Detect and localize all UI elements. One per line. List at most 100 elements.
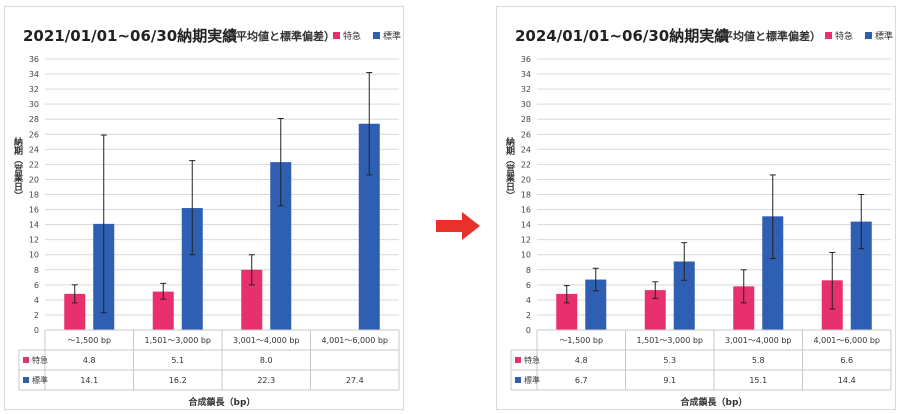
chart-subtitle: （平均値と標準偏差） — [711, 29, 821, 43]
x-tick-label: 〜1,500 bp — [559, 336, 603, 345]
y-tick-label: 18 — [29, 191, 39, 200]
table-cell-value: 5.8 — [752, 356, 765, 365]
legend-swatch-0 — [333, 32, 340, 39]
y-tick-label: 28 — [521, 115, 531, 124]
y-tick-label: 14 — [521, 221, 531, 230]
table-cell-value: 4.8 — [575, 356, 588, 365]
bar-standard — [181, 208, 203, 330]
y-tick-label: 10 — [521, 251, 531, 260]
table-legend-swatch — [23, 377, 29, 383]
chart-2021: 2021/01/01~06/30納期実績（平均値と標準偏差） 特急 標準024681… — [12, 27, 401, 408]
y-tick-label: 4 — [34, 296, 39, 305]
y-tick-label: 20 — [521, 175, 531, 184]
y-tick-label: 26 — [521, 130, 531, 139]
table-cell-value: 8.0 — [260, 356, 273, 365]
x-tick-label: 3,001〜4,000 bp — [725, 336, 792, 345]
y-tick-label: 10 — [29, 251, 39, 260]
y-tick-label: 28 — [29, 115, 39, 124]
y-tick-label: 16 — [521, 206, 531, 215]
y-tick-label: 26 — [29, 130, 39, 139]
x-tick-label: 1,501〜3,000 bp — [636, 336, 703, 345]
table-cell-value: 22.3 — [257, 376, 275, 385]
y-tick-label: 32 — [521, 85, 531, 94]
table-cell-value: 9.1 — [663, 376, 676, 385]
chart-title: 2021/01/01~06/30納期実績 — [23, 27, 237, 45]
legend-swatch-0 — [825, 32, 832, 39]
legend-label-0: 特急 — [835, 30, 853, 42]
y-tick-label: 8 — [526, 266, 531, 275]
bar-express — [241, 269, 263, 330]
chart-2024: 2024/01/01~06/30納期実績（平均値と標準偏差） 特急 標準024681… — [504, 27, 893, 408]
y-tick-label: 34 — [521, 70, 531, 79]
y-tick-label: 36 — [29, 55, 39, 64]
y-tick-label: 12 — [29, 236, 39, 245]
y-tick-label: 12 — [521, 236, 531, 245]
y-tick-label: 16 — [29, 206, 39, 215]
y-tick-label: 30 — [521, 100, 531, 109]
legend-label-0: 特急 — [343, 30, 361, 42]
bar-standard — [270, 162, 292, 330]
bar-standard — [358, 123, 380, 330]
y-tick-label: 4 — [526, 296, 531, 305]
y-tick-label: 36 — [521, 55, 531, 64]
y-tick-label: 20 — [29, 175, 39, 184]
y-tick-label: 32 — [29, 85, 39, 94]
table-series-name: 特急 — [32, 355, 48, 365]
table-cell-value: 14.1 — [80, 376, 98, 385]
bar-express — [556, 293, 578, 330]
y-tick-label: 22 — [29, 160, 39, 169]
y-tick-label: 6 — [34, 281, 39, 290]
x-tick-label: 〜1,500 bp — [67, 336, 111, 345]
y-tick-label: 6 — [526, 281, 531, 290]
bar-express — [64, 293, 86, 330]
bar-standard — [850, 221, 872, 330]
y-tick-label: 24 — [521, 145, 531, 154]
table-cell-value: 5.3 — [663, 356, 676, 365]
y-tick-label: 2 — [34, 311, 39, 320]
table-legend-swatch — [515, 357, 521, 363]
x-axis-label: 合成鎖長（bp） — [189, 396, 256, 408]
chart-title: 2024/01/01~06/30納期実績 — [515, 27, 729, 45]
table-cell-value: 6.7 — [575, 376, 588, 385]
table-cell-value: 27.4 — [346, 376, 364, 385]
table-cell-value: 14.4 — [838, 376, 856, 385]
y-axis-label: 納期（営業日） — [12, 136, 24, 200]
x-tick-label: 3,001〜4,000 bp — [233, 336, 300, 345]
chart-panel-2024: 2024/01/01~06/30納期実績 （平均値と標準偏差） 特急 標準 0 2 4 6 8 1… — [496, 6, 896, 410]
legend-label-1: 標準 — [383, 30, 401, 42]
y-tick-label: 30 — [29, 100, 39, 109]
legend-label-1: 標準 — [875, 30, 893, 42]
bar-standard — [585, 279, 607, 330]
y-tick-label: 8 — [34, 266, 39, 275]
table-series-name: 標準 — [524, 375, 540, 385]
legend-swatch-1 — [373, 32, 380, 39]
y-tick-label: 24 — [29, 145, 39, 154]
y-tick-label: 0 — [526, 326, 531, 335]
table-cell-value: 6.6 — [840, 356, 853, 365]
x-tick-label: 4,001〜6,000 bp — [321, 336, 388, 345]
table-series-name: 特急 — [524, 355, 540, 365]
y-tick-label: 22 — [521, 160, 531, 169]
right-arrow-icon — [436, 212, 480, 244]
x-tick-label: 1,501〜3,000 bp — [144, 336, 211, 345]
table-legend-swatch — [515, 377, 521, 383]
y-tick-label: 18 — [521, 191, 531, 200]
x-tick-label: 4,001〜6,000 bp — [813, 336, 880, 345]
legend-swatch-1 — [865, 32, 872, 39]
bar-standard — [673, 261, 695, 330]
bar-express — [733, 286, 755, 330]
table-cell-value: 5.1 — [171, 356, 184, 365]
y-tick-label: 2 — [526, 311, 531, 320]
bar-express — [644, 290, 666, 330]
y-axis-label: 納期（営業日） — [504, 136, 516, 200]
chart-subtitle: （平均値と標準偏差） — [225, 29, 335, 43]
x-axis-label: 合成鎖長（bp） — [681, 396, 748, 408]
y-tick-label: 34 — [29, 70, 39, 79]
table-series-name: 標準 — [32, 375, 48, 385]
bar-standard — [762, 216, 784, 330]
bar-express — [152, 291, 174, 330]
table-legend-swatch — [23, 357, 29, 363]
y-tick-label: 14 — [29, 221, 39, 230]
table-cell-value: 16.2 — [169, 376, 187, 385]
table-cell-value: 4.8 — [83, 356, 96, 365]
